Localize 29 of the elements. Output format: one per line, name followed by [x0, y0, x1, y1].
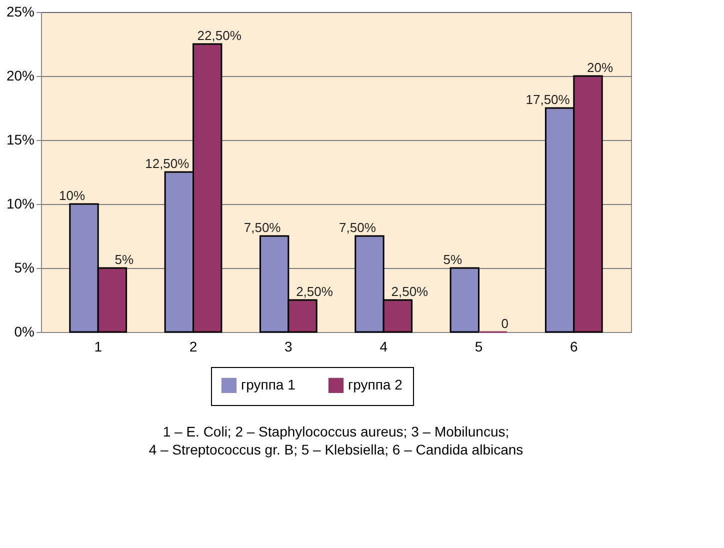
- data-label: 5%: [114, 252, 134, 267]
- x-tick-label: 2: [189, 338, 198, 354]
- data-label: 7,50%: [339, 220, 376, 235]
- y-tick-label: 10%: [6, 196, 34, 212]
- data-label: 12,50%: [145, 156, 190, 171]
- x-tick-label: 1: [94, 338, 102, 354]
- data-label: 10%: [58, 188, 86, 203]
- x-tick-label: 6: [570, 338, 578, 354]
- data-label: 22,50%: [197, 28, 242, 43]
- y-tick-label: 0%: [14, 324, 34, 340]
- y-tick-label: 25%: [6, 4, 34, 20]
- y-tick-label: 20%: [6, 68, 34, 84]
- data-label: 5%: [443, 252, 462, 267]
- text: 4 – Streptococcus gr. B; 5 – Klebsiella; 6 – Candida albicans: [148, 442, 524, 458]
- bar: [450, 267, 480, 333]
- y-tick-label: 5%: [14, 260, 34, 276]
- legend-label: группа 2: [348, 376, 403, 392]
- y-tick-label: 15%: [6, 132, 34, 148]
- data-label: 2,50%: [296, 284, 334, 299]
- x-tick-label: 4: [380, 338, 388, 354]
- data-label: 20%: [586, 60, 614, 75]
- data-label: 0: [501, 316, 508, 331]
- x-tick-label: 5: [474, 338, 483, 354]
- text: 1 – E. Coli; 2 – Staphylococcus aureus; 3 – Mobiluncus;: [162, 424, 510, 440]
- data-label: 2,50%: [391, 284, 429, 299]
- data-label: 7,50%: [244, 220, 282, 235]
- data-label: 17,50%: [526, 92, 570, 107]
- x-tick-label: 3: [284, 338, 293, 354]
- legend-label: группа 1: [241, 376, 296, 392]
